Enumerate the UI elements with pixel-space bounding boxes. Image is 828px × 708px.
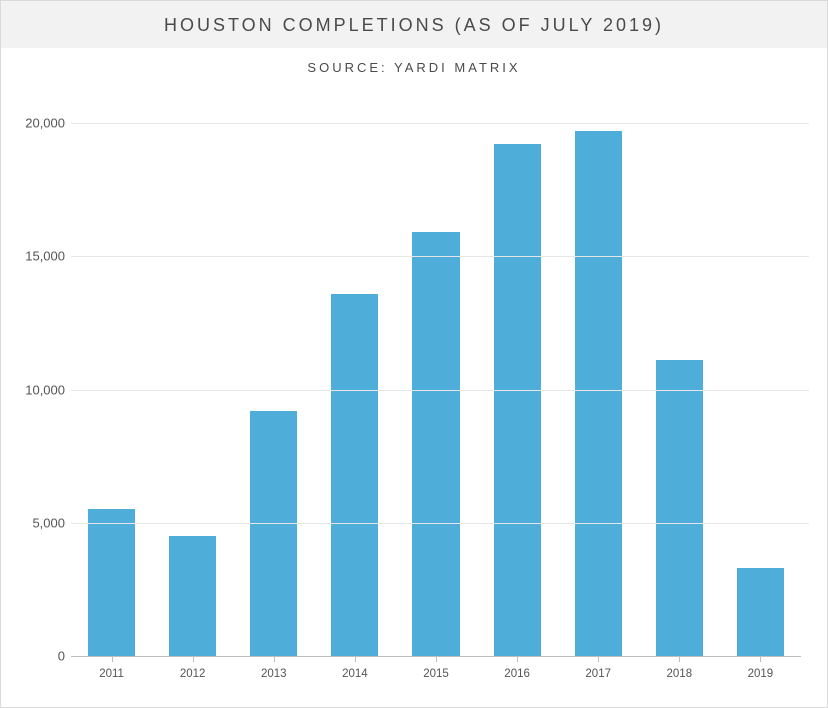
bar <box>412 232 459 656</box>
x-axis-label: 2016 <box>477 668 558 680</box>
x-tick <box>760 656 761 662</box>
x-tick <box>112 656 113 662</box>
bar <box>575 131 622 656</box>
x-tick <box>355 656 356 662</box>
x-axis-label: 2012 <box>152 668 233 680</box>
gridline <box>71 523 809 524</box>
bar <box>169 536 216 656</box>
bar <box>737 568 784 656</box>
chart-title: HOUSTON COMPLETIONS (AS OF JULY 2019) <box>1 1 827 48</box>
x-axis-label: 2018 <box>639 668 720 680</box>
x-axis-label: 2017 <box>558 668 639 680</box>
y-axis-label: 10,000 <box>15 382 65 397</box>
bar <box>494 144 541 656</box>
x-tick <box>193 656 194 662</box>
bar <box>88 509 135 656</box>
gridline <box>71 256 809 257</box>
y-axis-label: 20,000 <box>15 116 65 131</box>
y-axis-label: 0 <box>15 649 65 664</box>
x-axis-label: 2011 <box>71 668 152 680</box>
x-axis-label: 2014 <box>314 668 395 680</box>
gridline <box>71 390 809 391</box>
x-axis-label: 2013 <box>233 668 314 680</box>
y-axis-label: 5,000 <box>15 515 65 530</box>
chart-container: HOUSTON COMPLETIONS (AS OF JULY 2019) SO… <box>0 0 828 708</box>
chart-area: 201120122013201420152016201720182019 05,… <box>19 101 809 689</box>
x-tick <box>517 656 518 662</box>
bar <box>331 294 378 656</box>
x-axis-label: 2015 <box>395 668 476 680</box>
x-tick <box>436 656 437 662</box>
bar <box>250 411 297 656</box>
plot-area: 201120122013201420152016201720182019 05,… <box>71 123 801 657</box>
y-axis-label: 15,000 <box>15 249 65 264</box>
x-axis-label: 2019 <box>720 668 801 680</box>
x-tick <box>274 656 275 662</box>
x-tick <box>679 656 680 662</box>
x-tick <box>598 656 599 662</box>
gridline <box>71 123 809 124</box>
bar <box>656 360 703 656</box>
chart-subtitle: SOURCE: YARDI MATRIX <box>1 48 827 85</box>
